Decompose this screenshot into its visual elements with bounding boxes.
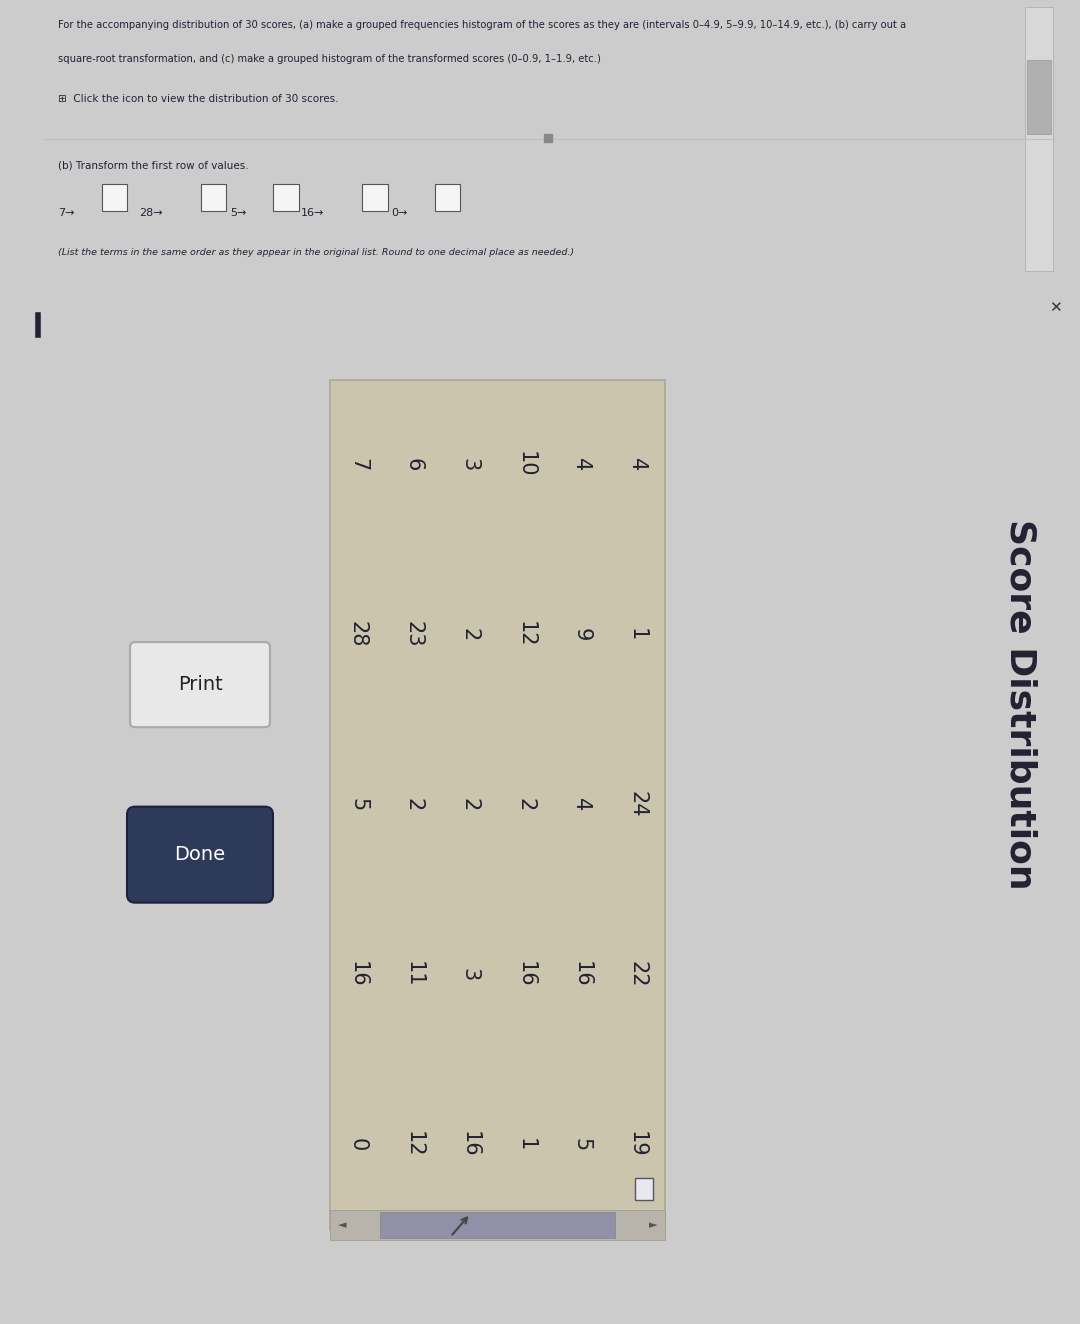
Text: square-root transformation, and (c) make a grouped histogram of the transformed : square-root transformation, and (c) make… [58,54,602,65]
Text: 16: 16 [571,961,591,988]
Text: 9: 9 [571,628,591,641]
Text: 10: 10 [515,451,536,478]
Text: 16: 16 [348,961,368,988]
Text: Print: Print [177,675,222,694]
Text: 28→: 28→ [139,208,163,218]
Text: (List the terms in the same order as they appear in the original list. Round to : (List the terms in the same order as the… [58,248,575,257]
FancyBboxPatch shape [330,1210,665,1239]
FancyBboxPatch shape [127,806,273,903]
Text: 1: 1 [627,628,647,641]
Text: Score Distribution: Score Distribution [1003,519,1037,890]
FancyBboxPatch shape [130,642,270,727]
FancyBboxPatch shape [102,184,127,211]
Text: 16→: 16→ [300,208,324,218]
Text: 7→: 7→ [58,208,75,218]
Text: 5→: 5→ [230,208,246,218]
FancyBboxPatch shape [330,380,665,1230]
Text: 16: 16 [515,961,536,988]
Text: 5: 5 [348,798,368,812]
Text: 0→: 0→ [392,208,408,218]
Text: 11: 11 [404,961,423,988]
Text: 3: 3 [460,968,480,981]
Text: Done: Done [175,845,226,865]
FancyBboxPatch shape [435,184,460,211]
FancyBboxPatch shape [1027,60,1051,134]
FancyBboxPatch shape [201,184,226,211]
FancyBboxPatch shape [273,184,299,211]
Text: 23: 23 [404,621,423,647]
Text: 2: 2 [460,798,480,812]
Text: ⊞  Click the icon to view the distribution of 30 scores.: ⊞ Click the icon to view the distributio… [58,94,339,105]
Text: 5: 5 [571,1139,591,1152]
Text: 2: 2 [515,798,536,812]
Text: 0: 0 [348,1139,368,1152]
Text: ✕: ✕ [1049,299,1062,315]
Text: 19: 19 [627,1131,647,1158]
Text: 6: 6 [404,458,423,471]
FancyBboxPatch shape [380,1211,615,1238]
Text: 28: 28 [348,621,368,647]
Text: 4: 4 [571,458,591,471]
Text: 22: 22 [627,961,647,988]
Text: (b) Transform the first row of values.: (b) Transform the first row of values. [58,160,249,171]
FancyBboxPatch shape [1025,7,1053,271]
Text: 12: 12 [404,1132,423,1158]
Text: 4: 4 [627,458,647,471]
Text: 1: 1 [515,1139,536,1152]
Text: 2: 2 [460,628,480,641]
Text: 7: 7 [348,458,368,471]
Text: ►: ► [648,1219,657,1230]
Text: 24: 24 [627,792,647,818]
FancyBboxPatch shape [635,1177,653,1200]
Text: 3: 3 [460,458,480,471]
Text: ◄: ◄ [338,1219,347,1230]
Text: 12: 12 [515,621,536,647]
Text: For the accompanying distribution of 30 scores, (a) make a grouped frequencies h: For the accompanying distribution of 30 … [58,20,906,30]
FancyBboxPatch shape [362,184,388,211]
Text: 4: 4 [571,798,591,812]
Text: 2: 2 [404,798,423,812]
Text: 16: 16 [460,1131,480,1158]
